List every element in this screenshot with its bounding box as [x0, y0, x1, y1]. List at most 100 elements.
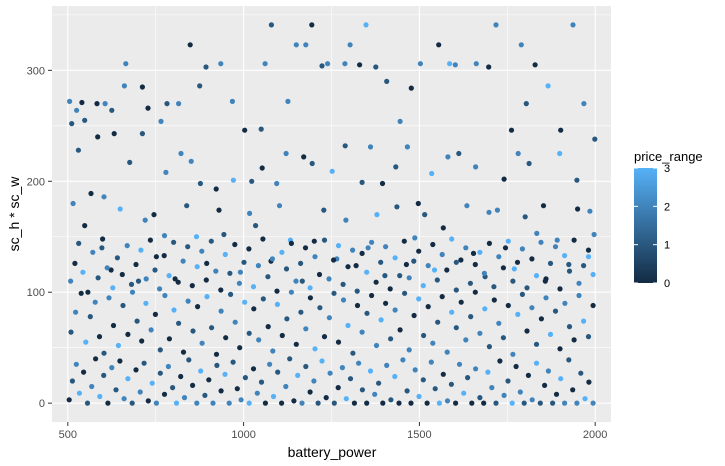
data-point: [283, 383, 289, 390]
data-point: [473, 164, 479, 170]
data-point: [151, 212, 157, 218]
data-point: [364, 269, 370, 275]
data-point: [540, 203, 547, 209]
data-point: [143, 276, 149, 282]
data-point: [345, 264, 351, 270]
data-point: [397, 327, 403, 333]
data-point: [481, 270, 487, 276]
data-point: [138, 247, 144, 253]
data-point: [93, 356, 99, 362]
data-point: [511, 266, 517, 272]
data-point: [557, 346, 563, 352]
data-point: [171, 239, 177, 245]
data-point: [259, 165, 265, 171]
data-point: [109, 365, 115, 371]
data-point: [230, 177, 236, 183]
data-point: [209, 325, 215, 331]
data-point: [543, 276, 549, 282]
data-point: [425, 304, 431, 310]
data-point: [307, 285, 313, 291]
data-point: [147, 237, 153, 243]
data-point: [111, 131, 117, 137]
data-point: [461, 390, 467, 396]
data-point: [73, 309, 79, 315]
data-point: [533, 341, 540, 347]
data-point: [393, 164, 399, 170]
data-point: [213, 186, 219, 192]
data-point: [165, 363, 171, 370]
data-point: [218, 308, 224, 314]
data-point: [175, 279, 181, 285]
data-point: [298, 260, 304, 266]
data-point: [303, 326, 309, 332]
data-point: [237, 345, 243, 351]
data-point: [95, 275, 101, 281]
data-point: [444, 398, 451, 404]
data-points: [66, 22, 598, 406]
data-point: [335, 385, 341, 391]
data-point: [400, 357, 406, 363]
data-point: [581, 318, 587, 324]
data-point: [543, 295, 549, 301]
data-point: [249, 178, 255, 184]
data-point: [101, 350, 107, 356]
data-point: [359, 329, 365, 335]
data-point: [440, 371, 446, 377]
data-point: [440, 225, 446, 231]
data-point: [335, 243, 342, 249]
data-point: [149, 380, 155, 386]
data-point: [592, 136, 598, 142]
data-point: [180, 258, 186, 264]
data-point: [236, 280, 242, 286]
data-point: [574, 177, 580, 183]
data-point: [115, 342, 121, 349]
data-point: [342, 61, 348, 67]
data-point: [276, 203, 283, 209]
data-point: [403, 261, 409, 268]
data-point: [251, 306, 257, 312]
data-point: [545, 368, 552, 374]
data-point: [139, 131, 145, 137]
data-point: [494, 207, 500, 213]
data-point: [325, 61, 331, 67]
data-point: [538, 316, 545, 322]
legend-ticks: 0 1 2 3: [634, 163, 670, 290]
data-point: [139, 338, 145, 344]
data-point: [464, 203, 470, 209]
data-point: [253, 223, 259, 229]
data-point: [571, 237, 577, 243]
data-point: [562, 253, 568, 259]
data-point: [69, 378, 75, 384]
data-point: [522, 214, 528, 220]
data-point: [518, 42, 524, 48]
data-point: [545, 83, 551, 89]
data-point: [436, 400, 442, 406]
data-point: [379, 180, 386, 187]
data-point: [170, 385, 176, 391]
data-point: [581, 263, 587, 269]
data-point: [347, 376, 354, 382]
data-point: [194, 400, 200, 406]
data-point: [176, 101, 182, 107]
legend-label: 2: [664, 201, 670, 213]
data-point: [477, 395, 483, 401]
data-point: [552, 244, 559, 250]
data-point: [574, 400, 580, 406]
data-point: [312, 254, 318, 260]
data-point: [162, 292, 168, 299]
data-point: [247, 210, 253, 216]
data-point: [148, 327, 154, 333]
data-point: [75, 147, 81, 153]
data-point: [515, 311, 521, 317]
data-point: [415, 200, 421, 207]
data-point: [68, 278, 74, 284]
data-point: [329, 168, 335, 174]
data-point: [482, 306, 488, 312]
data-point: [218, 287, 224, 293]
data-point: [425, 263, 431, 269]
y-tick-label: 200: [27, 176, 45, 188]
data-point: [70, 200, 76, 207]
data-point: [447, 61, 453, 67]
data-point: [456, 150, 462, 157]
data-point: [456, 361, 463, 367]
